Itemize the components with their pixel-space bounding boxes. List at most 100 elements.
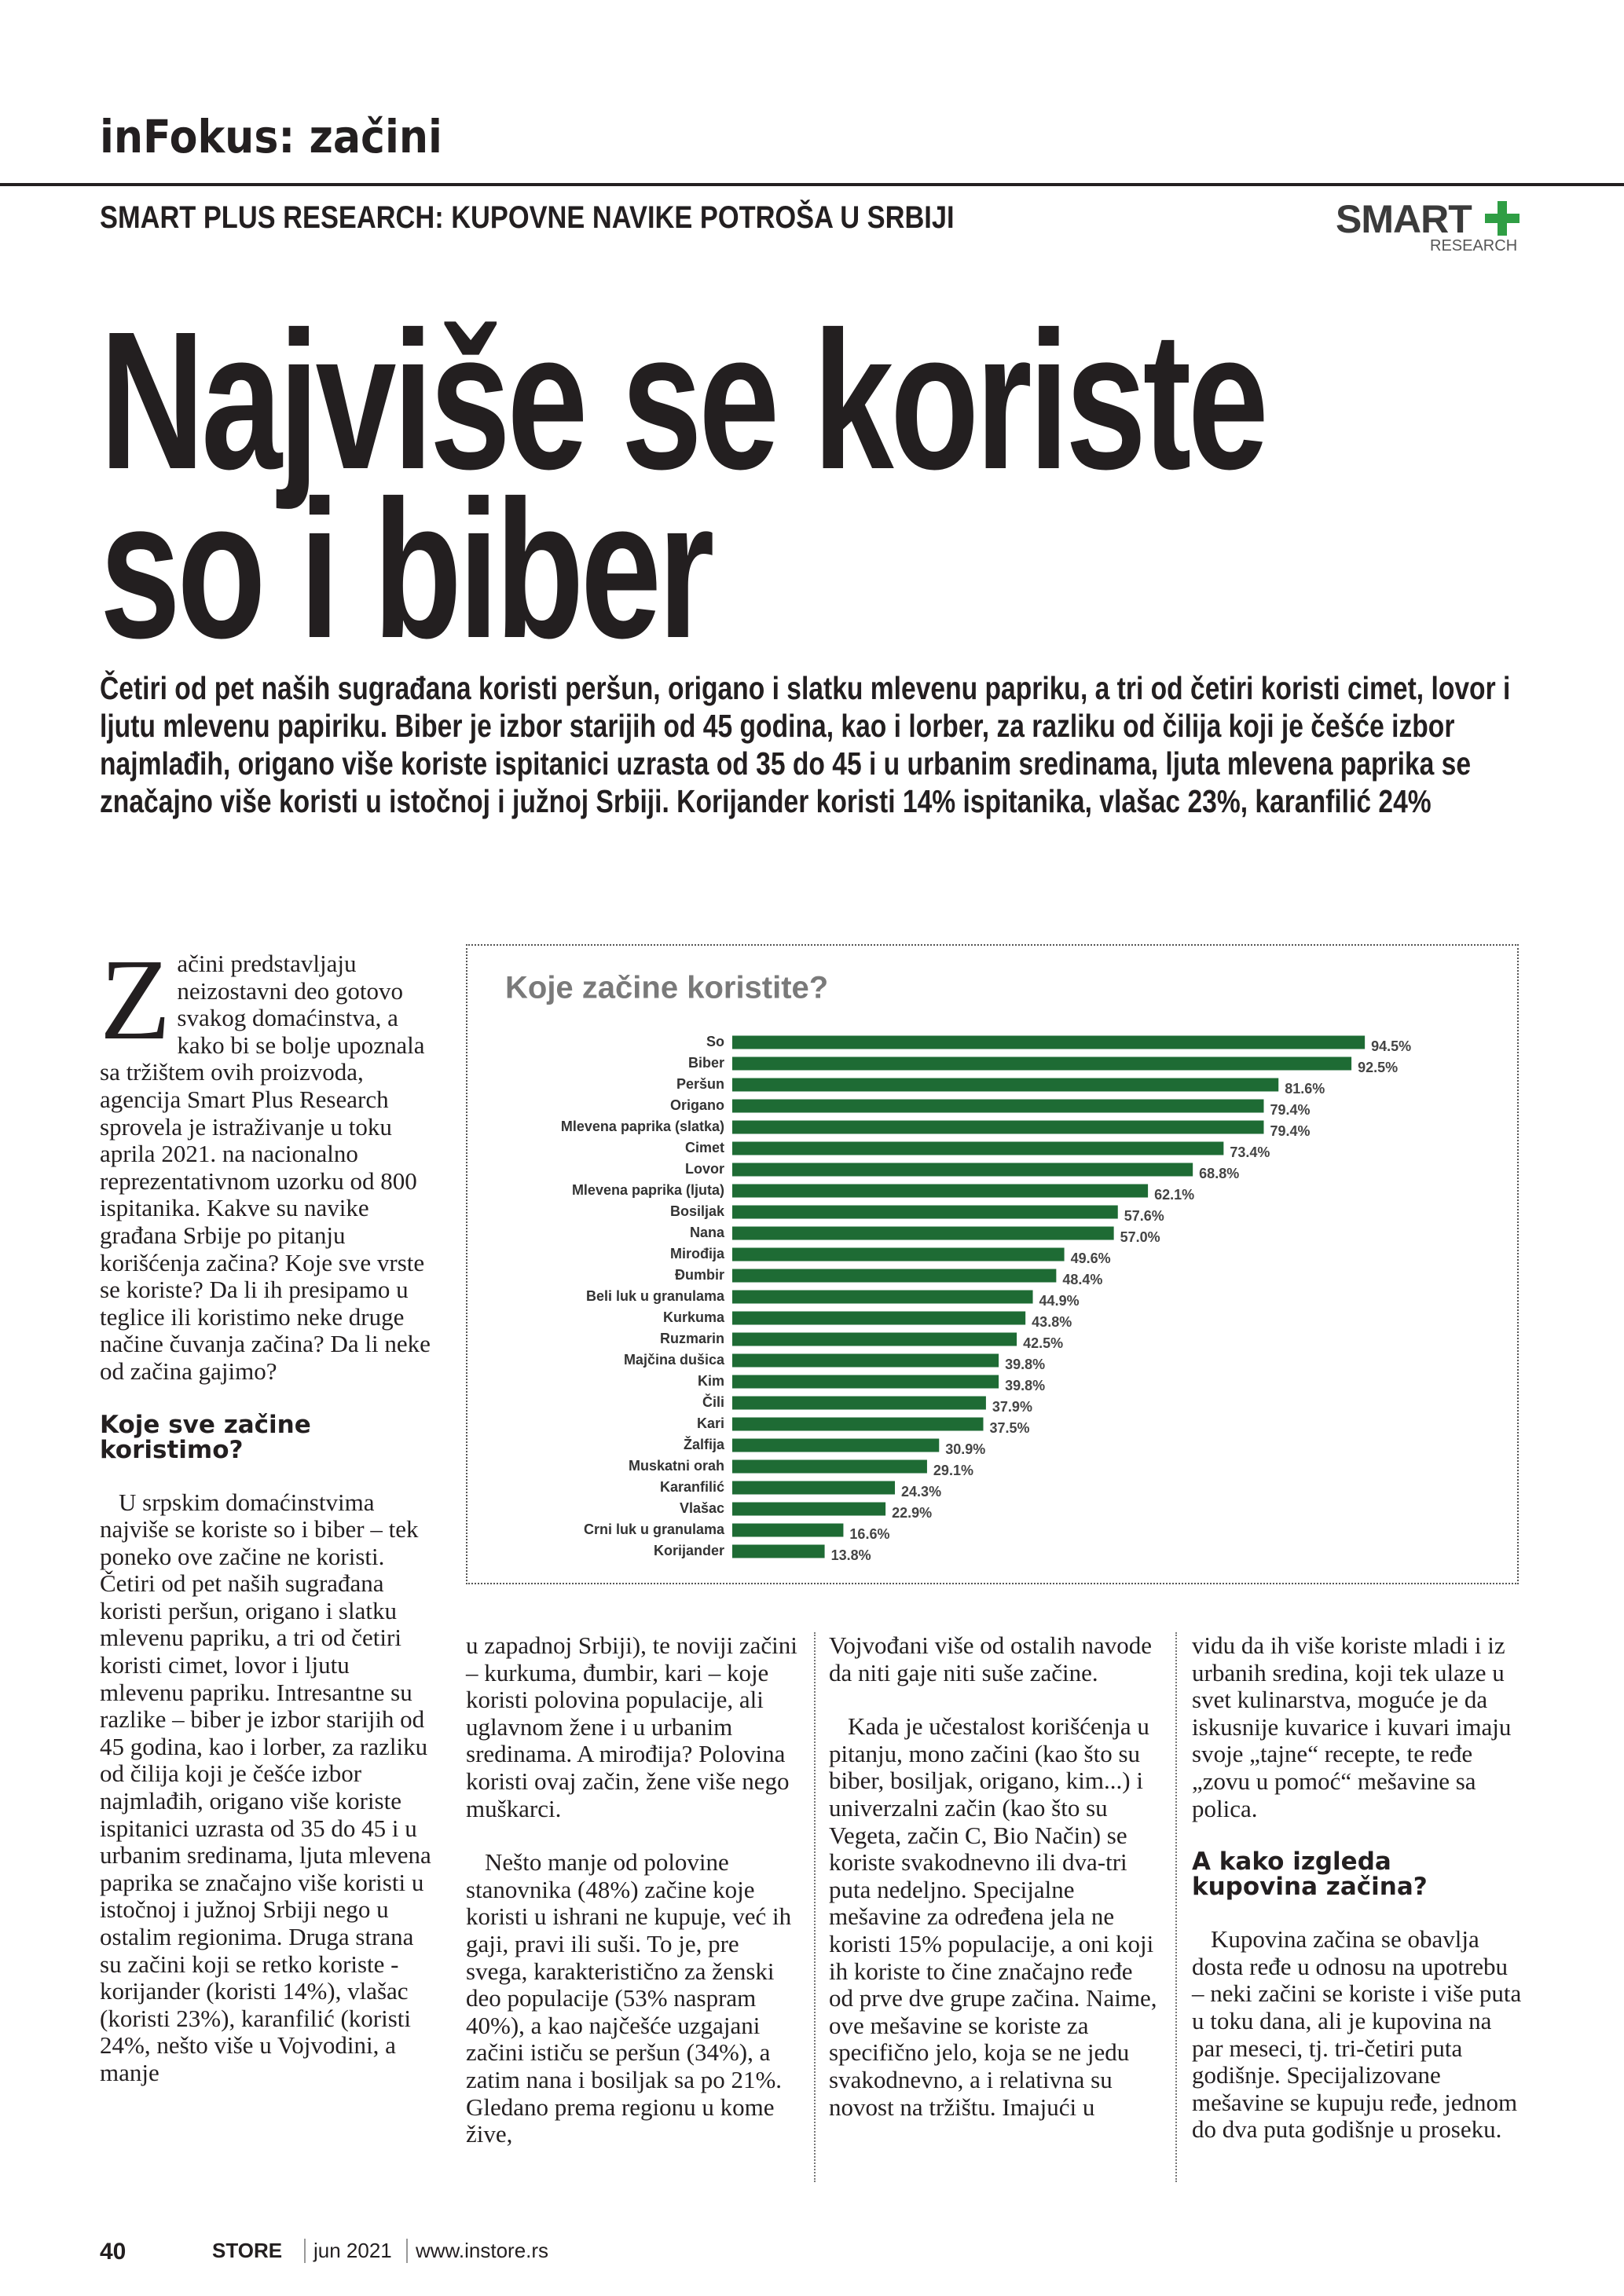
value-label: 81.6% [1285,1081,1325,1097]
bar [732,1247,1065,1262]
paragraph: ačini predstavljaju neizostavni deo goto… [100,950,431,1385]
logo-subtext: RESEARCH [1430,237,1518,255]
value-label: 42.5% [1023,1335,1063,1351]
bar [732,1120,1264,1134]
text-column: u zapadnoj Srbiji), te noviji začini – k… [466,1631,798,2175]
bar [732,1417,984,1431]
value-label: 43.8% [1032,1314,1072,1330]
footer-url: www.instore.rs [406,2239,548,2263]
bar [732,1226,1114,1240]
value-label: 24.3% [901,1484,941,1500]
value-label: 94.5% [1371,1038,1411,1054]
value-label: 57.6% [1124,1208,1164,1224]
value-label: 92.5% [1358,1060,1398,1075]
value-label: 39.8% [1005,1378,1045,1393]
footer: 40 STORE jun 2021 www.instore.rs [100,2239,807,2270]
category-label: Korijander [654,1543,724,1558]
category-label: Mlevena paprika (ljuta) [572,1182,724,1198]
bar [732,1523,844,1537]
bar [732,1502,886,1516]
logo: SMART RESEARCH [1336,196,1524,259]
text-column: vidu da ih više koriste mladi i iz urban… [1192,1631,1524,2170]
bar [732,1353,999,1368]
lead: Četiri od pet naših sugrađana koristi pe… [100,670,1511,819]
logo-text: SMART [1336,197,1472,241]
category-label: Biber [688,1055,724,1071]
category-label: Karanfilić [660,1479,724,1495]
logo-plus [1498,201,1507,236]
subheading: Koje sve začine koristimo? [100,1410,311,1464]
chart-frame [466,944,1519,1584]
category-label: Vlašac [680,1500,724,1516]
category-label: Crni luk u granulama [584,1522,725,1537]
value-label: 48.4% [1062,1272,1102,1287]
category-label: So [706,1034,724,1049]
headline: so i biber [100,460,714,679]
category-label: Đumbir [675,1267,724,1283]
category-label: Mlevena paprika (slatka) [561,1119,724,1134]
bar [732,1396,986,1410]
bar [732,1544,825,1558]
paragraph: Kada je učestalost korišćenja u pitanju,… [829,1712,1157,2121]
category-label: Kim [698,1373,724,1389]
column-divider [1175,1632,1177,2182]
bar [732,1481,896,1495]
category-label: Beli luk u granulama [586,1288,725,1304]
value-label: 79.4% [1270,1102,1310,1118]
category-label: Mirođija [670,1246,725,1262]
paragraph: Kupovina začina se obavlja dosta ređe u … [1192,1925,1522,2144]
bar [732,1184,1149,1198]
value-label: 79.4% [1270,1123,1310,1139]
bar [732,1205,1118,1219]
paragraph: u zapadnoj Srbiji), te noviji začini – k… [466,1631,797,1822]
bar [732,1375,999,1389]
bar [732,1311,1026,1325]
value-label: 16.6% [849,1526,889,1542]
category-label: Kari [697,1415,724,1431]
value-label: 37.5% [990,1420,1030,1436]
chart-title: Koje začine koristite? [505,971,828,1005]
bar [732,1290,1033,1304]
subheading: A kako izgleda kupovina začina? [1192,1847,1428,1902]
footer-brand: STORE [212,2239,283,2262]
value-label: 37.9% [992,1399,1032,1415]
value-label: 73.4% [1230,1144,1270,1160]
category-label: Kurkuma [663,1309,725,1325]
section-title: inFokus: začini [100,110,442,163]
headline: Najviše se koriste [100,291,1269,510]
value-label: 68.8% [1199,1166,1239,1181]
bar [732,1332,1017,1346]
value-label: 13.8% [831,1547,871,1563]
value-label: 49.6% [1071,1251,1111,1266]
category-label: Muskatni orah [629,1458,724,1474]
value-label: 30.9% [945,1441,985,1457]
bar [732,1078,1279,1092]
category-label: Ruzmarin [660,1331,724,1346]
category-label: Peršun [676,1076,724,1092]
value-label: 29.1% [933,1463,973,1478]
value-label: 39.8% [1005,1357,1045,1372]
text-column: Vojvođani više od ostalih navode da niti… [829,1631,1161,2148]
category-label: Žalfija [684,1436,725,1452]
bar [732,1163,1193,1177]
bar [732,1141,1224,1155]
drop-cap: Z [100,936,171,1064]
value-label: 22.9% [892,1505,932,1521]
page-number: 40 [100,2239,126,2265]
paragraph: vidu da ih više koriste mladi i iz urban… [1192,1631,1512,1822]
bar [732,1035,1366,1049]
value-label: 57.0% [1120,1229,1160,1245]
kicker: SMART PLUS RESEARCH: KUPOVNE NAVIKE POTR… [100,200,955,235]
bar [732,1269,1057,1283]
bar [732,1438,940,1452]
header-rule [0,183,1624,186]
value-label: 44.9% [1039,1293,1080,1309]
category-label: Majčina dušica [624,1352,725,1368]
category-label: Nana [690,1225,725,1240]
category-label: Cimet [685,1140,724,1155]
category-label: Bosiljak [670,1203,725,1219]
bar [732,1056,1352,1071]
paragraph: U srpskim domaćinstvima najviše se koris… [100,1488,431,2086]
